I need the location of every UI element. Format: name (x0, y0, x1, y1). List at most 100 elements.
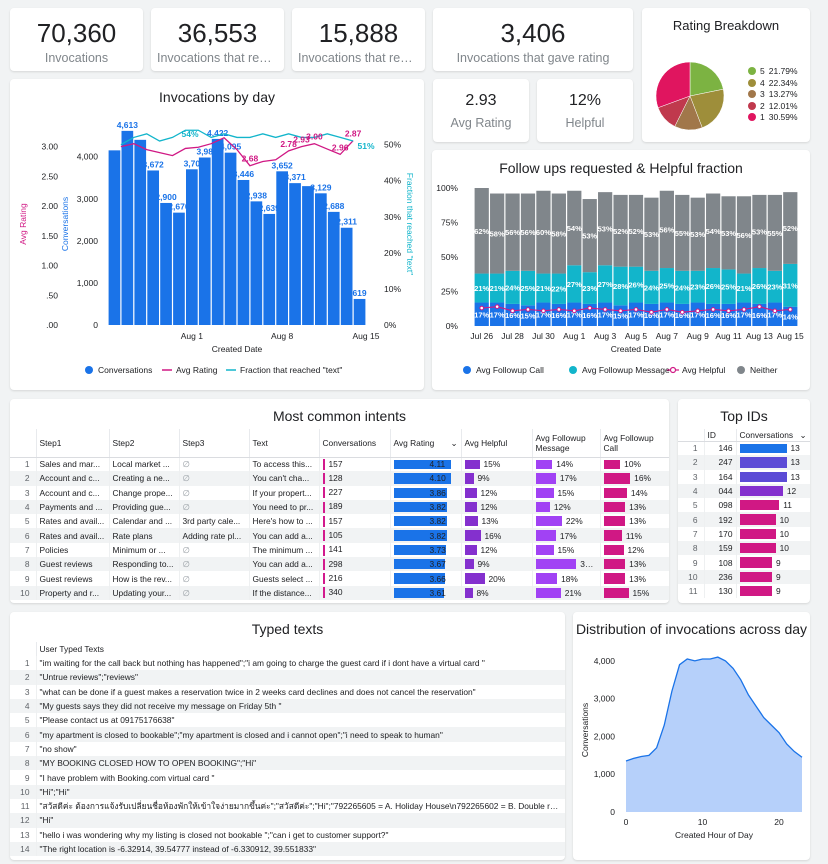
conversation-bar[interactable] (147, 170, 159, 325)
legend-item-2[interactable]: 2 12.01% (748, 101, 798, 111)
conversation-bar[interactable] (263, 213, 276, 325)
col-avg-followup-call[interactable]: Avg Followup Call (600, 429, 669, 458)
table-row[interactable]: 3 164 13 (678, 469, 810, 484)
stack-segment[interactable] (536, 302, 551, 326)
table-row[interactable]: 7 "no show" (10, 741, 565, 757)
stack-segment[interactable] (505, 270, 520, 304)
stack-segment[interactable] (598, 265, 613, 303)
conversation-bar[interactable] (302, 186, 314, 325)
helpful-point[interactable] (741, 307, 747, 312)
table-row[interactable]: 1 Sales and mar... Local market ... ∅ To acc… (10, 457, 669, 472)
stack-segment[interactable] (567, 302, 582, 326)
stack-segment[interactable] (520, 193, 536, 271)
table-row[interactable]: 13 "hello i was wondering why my listing … (10, 827, 565, 842)
stack-segment[interactable] (675, 194, 690, 271)
stack-segment[interactable] (706, 193, 721, 269)
stack-segment[interactable] (659, 268, 674, 303)
conversation-bar[interactable] (327, 211, 340, 325)
stack-segment[interactable] (474, 188, 489, 274)
stack-segment[interactable] (721, 196, 736, 270)
table-row[interactable]: 4 Payments and ... Providing gue... ∅ You ne… (10, 499, 669, 515)
stack-segment[interactable] (520, 270, 536, 306)
table-row[interactable]: 6 192 10 (678, 512, 810, 527)
conversation-bar[interactable] (224, 152, 237, 325)
table-row[interactable]: 3 "what can be done if a guest makes a re… (10, 684, 565, 699)
table-row[interactable]: 8 159 10 (678, 541, 810, 556)
stack-segment[interactable] (675, 303, 690, 326)
helpful-point[interactable] (618, 308, 623, 314)
conversation-bar[interactable] (160, 202, 172, 325)
pie-slice-4[interactable] (689, 88, 725, 129)
legend-item-3[interactable]: 3 13.27% (748, 89, 798, 99)
table-row[interactable]: 6 Rates and avail... Rate plans Adding rate… (10, 528, 669, 543)
col-avg-rating[interactable]: Avg Rating ⌄ (390, 429, 462, 458)
table-row[interactable]: 10 Property and r... Updating your... ∅ If t… (10, 585, 669, 600)
stack-segment[interactable] (675, 270, 690, 304)
table-row[interactable]: 11 "สวัสดีค่ะ ต้องการแจ้งรับเปลี่ยนชื่อห้… (10, 798, 565, 814)
table-row[interactable]: 9 108 9 (678, 555, 810, 570)
table-row[interactable]: 2 "Untrue reviews";"reviews" (10, 670, 565, 685)
stack-segment[interactable] (551, 193, 566, 274)
stack-segment[interactable] (490, 193, 505, 274)
table-row[interactable]: 12 "Hi" (10, 813, 565, 828)
helpful-point[interactable] (494, 304, 500, 309)
table-row[interactable]: 14 "The right location is -6.32914, 39.54… (10, 841, 565, 857)
helpful-point[interactable] (479, 305, 485, 311)
stack-segment[interactable] (567, 190, 582, 266)
stack-segment[interactable] (659, 302, 674, 326)
helpful-point[interactable] (679, 309, 685, 315)
stack-segment[interactable] (736, 273, 752, 303)
stack-segment[interactable] (474, 273, 489, 303)
conversation-bar[interactable] (289, 183, 301, 325)
conversation-bar[interactable] (198, 157, 211, 325)
helpful-point[interactable] (710, 307, 716, 312)
stack-segment[interactable] (613, 266, 628, 306)
conversation-bar[interactable] (134, 139, 147, 325)
table-row[interactable]: 5 "Please contact us at 09175176638" (10, 713, 565, 728)
conversation-bar[interactable] (340, 227, 353, 325)
col-avg-helpful[interactable]: Avg Helpful (461, 429, 533, 458)
helpful-point[interactable] (587, 305, 593, 311)
stack-segment[interactable] (505, 193, 520, 271)
helpful-point[interactable] (602, 307, 608, 312)
conversation-bar[interactable] (250, 201, 263, 325)
helpful-point[interactable] (649, 309, 654, 315)
conversation-bar[interactable] (237, 179, 250, 325)
stack-segment[interactable] (551, 273, 566, 304)
helpful-point[interactable] (664, 307, 670, 312)
stack-segment[interactable] (767, 194, 782, 271)
stack-segment[interactable] (474, 302, 489, 326)
table-row[interactable]: 4 044 12 (678, 483, 810, 499)
stack-segment[interactable] (567, 265, 582, 303)
stack-segment[interactable] (582, 303, 597, 326)
legend-label[interactable]: Avg Rating (176, 365, 218, 375)
helpful-point[interactable] (695, 308, 701, 314)
helpful-point[interactable] (525, 307, 531, 312)
stack-segment[interactable] (752, 303, 767, 326)
helpful-point[interactable] (571, 308, 577, 314)
col-user-typed-texts[interactable]: User Typed Texts (36, 642, 565, 656)
col-conversations[interactable]: Conversations (319, 429, 391, 458)
table-row[interactable]: 1 146 13 (678, 441, 810, 456)
conversation-bar[interactable] (211, 138, 224, 325)
helpful-point[interactable] (556, 307, 562, 312)
table-row[interactable]: 7 170 10 (678, 526, 810, 542)
table-row[interactable]: 11 130 9 (678, 583, 810, 599)
stack-segment[interactable] (598, 302, 613, 326)
stack-segment[interactable] (613, 194, 628, 267)
legend-label[interactable]: Avg Followup Message (582, 365, 670, 375)
stack-segment[interactable] (644, 270, 659, 304)
col-step1[interactable]: Step1 (36, 429, 110, 458)
legend-label[interactable]: Avg Followup Call (476, 365, 544, 375)
col-avg-followup-message[interactable]: Avg Followup Message (532, 429, 601, 458)
table-row[interactable]: 5 Rates and avail... Calendar and ... 3rd p… (10, 514, 669, 529)
pie-slice-1[interactable] (655, 61, 691, 109)
legend-item-4[interactable]: 4 22.34% (748, 78, 798, 88)
col-text[interactable]: Text (249, 429, 320, 458)
stack-segment[interactable] (490, 302, 505, 326)
stack-segment[interactable] (644, 197, 659, 271)
table-row[interactable]: 9 "I have problem with Booking.com virtua… (10, 770, 565, 785)
stack-segment[interactable] (582, 199, 597, 273)
sort-desc-icon[interactable]: ⌄ (799, 429, 807, 440)
conversation-bar[interactable] (315, 193, 327, 325)
